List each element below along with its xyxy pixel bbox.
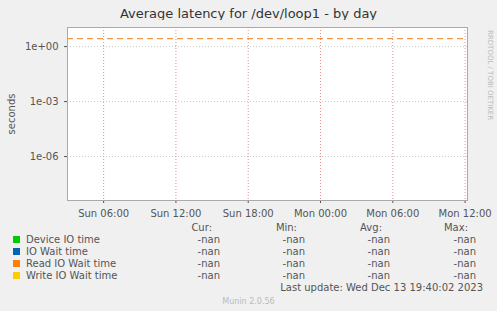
svg-text:1e-06: 1e-06 xyxy=(30,151,59,162)
html-text:Device IO time: Device IO time xyxy=(26,234,100,245)
html-text:-nan: -nan xyxy=(453,258,476,269)
html-text:-nan: -nan xyxy=(282,246,305,257)
html-text:Munin 2.0.56: Munin 2.0.56 xyxy=(222,297,275,306)
html-text:-nan: -nan xyxy=(282,270,305,281)
html-text:-nan: -nan xyxy=(367,246,390,257)
html-text:Write IO Wait time: Write IO Wait time xyxy=(26,270,118,281)
html-text:Min:: Min: xyxy=(275,222,297,233)
html-text:Average latency for /dev/loop1: Average latency for /dev/loop1 - by day xyxy=(119,6,377,21)
svg-text:Sun 12:00: Sun 12:00 xyxy=(150,208,201,219)
html-text:-nan: -nan xyxy=(197,258,220,269)
html-text:RRDTOOL / TOBI OETIKER: RRDTOOL / TOBI OETIKER xyxy=(486,30,494,121)
html-text:-nan: -nan xyxy=(453,270,476,281)
svg-text:seconds: seconds xyxy=(6,94,17,135)
svg-text:Mon 00:00: Mon 00:00 xyxy=(294,208,347,219)
html-text:-nan: -nan xyxy=(367,258,390,269)
svg-text:1e-03: 1e-03 xyxy=(30,96,59,107)
html-text:-nan: -nan xyxy=(197,234,220,245)
html-text:Max:: Max: xyxy=(444,222,468,233)
svg-text:Mon 12:00: Mon 12:00 xyxy=(439,208,492,219)
svg-text:1e+00: 1e+00 xyxy=(25,41,59,52)
svg-text:Sun 18:00: Sun 18:00 xyxy=(223,208,274,219)
html-text:-nan: -nan xyxy=(197,270,220,281)
svg-text:Mon 06:00: Mon 06:00 xyxy=(366,208,419,219)
svg-text:Sun 06:00: Sun 06:00 xyxy=(78,208,129,219)
html-text:-nan: -nan xyxy=(282,234,305,245)
html-text:IO Wait time: IO Wait time xyxy=(26,246,88,257)
html-text:-nan: -nan xyxy=(197,246,220,257)
html-text:-nan: -nan xyxy=(453,246,476,257)
html-text:-nan: -nan xyxy=(367,270,390,281)
html-text:Read IO Wait time: Read IO Wait time xyxy=(26,258,117,269)
html-text:-nan: -nan xyxy=(282,258,305,269)
html-text:Avg:: Avg: xyxy=(360,222,382,233)
html-text:Cur:: Cur: xyxy=(191,222,212,233)
html-text:-nan: -nan xyxy=(453,234,476,245)
html-text:Last update: Wed Dec 13 19:40:: Last update: Wed Dec 13 19:40:02 2023 xyxy=(280,282,483,293)
html-text:-nan: -nan xyxy=(367,234,390,245)
